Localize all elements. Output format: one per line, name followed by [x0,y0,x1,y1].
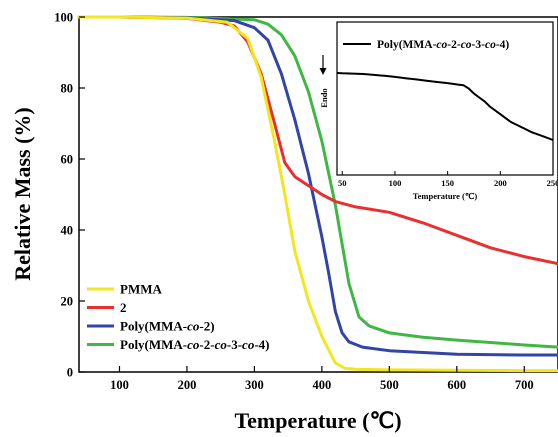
inset-x-tick-label-150: 150 [441,178,454,188]
inset-series-group [336,72,554,141]
legend-label-pmma: PMMA [120,282,162,297]
legend-label-2: 2 [120,300,127,315]
main-x-axis-ticks: 100 200 300 400 500 600 700 [110,366,534,392]
y-tick-label-60: 60 [61,153,74,167]
x-tick-label-200: 200 [178,378,197,392]
inset-x-tick-label-50: 50 [338,178,347,188]
y-tick-label-40: 40 [61,224,74,238]
y-tick-label-20: 20 [61,295,74,309]
x-tick-label-300: 300 [245,378,264,392]
inset-legend: Poly(MMA-co-2-co-3-co-4) [343,39,509,51]
x-tick-label-100: 100 [110,378,129,392]
main-y-axis-ticks: 0 20 40 60 80 100 [54,11,85,380]
inset-x-axis-label: Temperature (℃) [413,191,478,201]
main-plot-frame [78,16,558,373]
inset-endo-label: Endo [319,88,329,107]
x-tick-label-400: 400 [312,378,331,392]
inset-x-tick-label-200: 200 [494,178,507,188]
inset-plot-frame [336,21,554,176]
series-line-poly-mma-co-2-co-3-co-4 [77,15,558,349]
legend-label-poly-mma-co-2-co-3-co-4: Poly(MMA-co-2-co-3-co-4) [120,337,270,352]
inset-legend-label-poly-mma-co-2-co-3-co-4: Poly(MMA-co-2-co-3-co-4) [377,39,509,51]
series-line-pmma [77,15,558,373]
series-line-poly-mma-co-2 [77,15,558,357]
endo-arrow-icon [319,55,327,75]
inset-plot: 50 100 150 200 250 Temperature (℃) Endo Poly… [319,21,558,201]
main-series-group [77,15,558,373]
inset-x-tick-label-100: 100 [389,178,402,188]
legend-label-poly-mma-co-2: Poly(MMA-co-2) [120,319,215,334]
x-tick-label-600: 600 [447,378,466,392]
inset-x-axis-ticks: 50 100 150 200 250 [338,171,558,188]
main-y-axis-label: Relative Mass (%) [10,107,35,281]
y-tick-label-100: 100 [54,11,73,25]
main-plot: 100 200 300 400 500 600 700 0 20 40 60 80 100 Tempe… [10,11,558,433]
x-tick-label-500: 500 [380,378,399,392]
x-tick-label-700: 700 [515,378,534,392]
y-tick-label-80: 80 [61,82,74,96]
inset-x-tick-label-250: 250 [547,178,558,188]
main-legend: PMMA 2 Poly(MMA-co-2) Poly(MMA-co-2-co-3-co… [87,282,270,352]
inset-series-line-poly-mma-co-2-co-3-co-4 [336,72,554,141]
main-x-axis-label: Temperature (℃) [234,408,401,433]
y-tick-label-0: 0 [67,366,73,380]
